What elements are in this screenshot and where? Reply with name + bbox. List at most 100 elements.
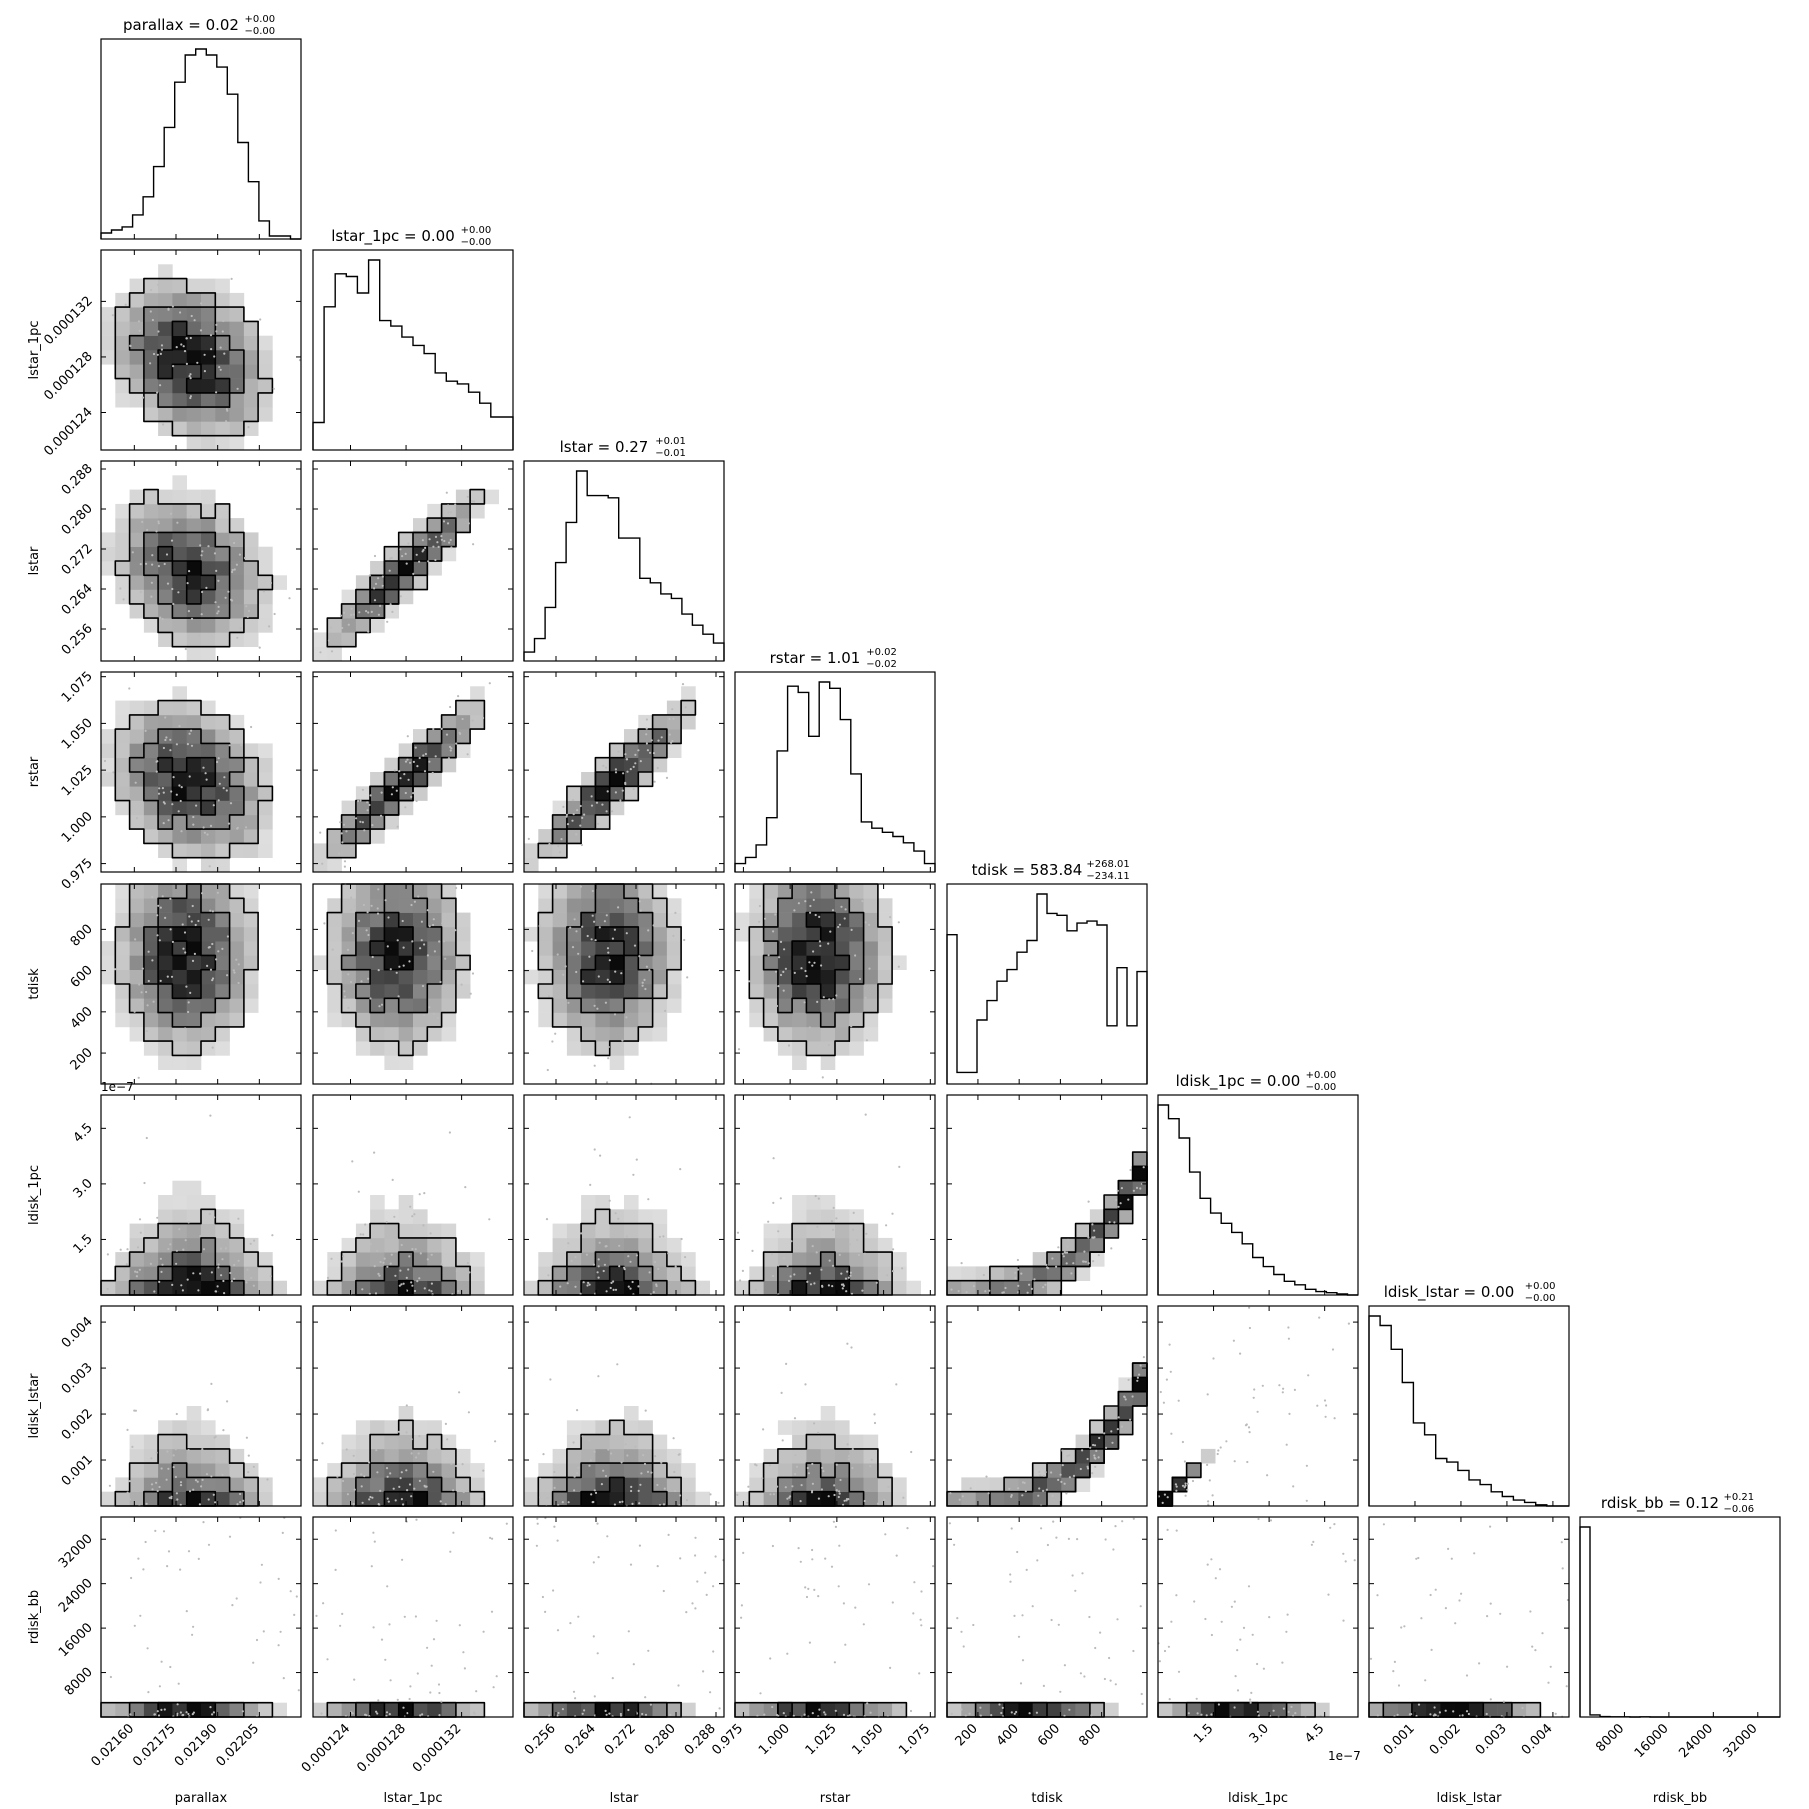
density-cell — [258, 800, 273, 816]
sample-point — [121, 793, 124, 796]
y-tick-label-tdisk: 800 — [68, 922, 96, 950]
sample-point — [1230, 1605, 1233, 1608]
sample-point — [920, 1624, 923, 1627]
density-cell — [158, 814, 173, 830]
sample-point — [1403, 1625, 1406, 1628]
density-cell — [115, 1012, 130, 1028]
contour-line — [1117, 1165, 1148, 1211]
sample-point — [1257, 1714, 1260, 1717]
density-cell — [370, 1280, 385, 1296]
density-cell — [581, 1420, 596, 1435]
sample-point — [561, 1501, 564, 1504]
sample-point — [130, 1576, 133, 1580]
density-cell — [129, 1252, 145, 1267]
density-cell — [341, 884, 357, 899]
sample-point — [1033, 1278, 1036, 1281]
density-cell — [1032, 1491, 1048, 1507]
sample-point — [806, 1466, 809, 1470]
density-cell — [341, 603, 357, 619]
sample-point — [211, 1713, 214, 1716]
sample-point — [1060, 1480, 1063, 1483]
density-cell — [975, 1491, 991, 1507]
title-ldisk_lstar: ldisk_lstar = 0.00 — [1384, 1283, 1515, 1302]
sample-point — [165, 736, 168, 739]
sample-point — [171, 1283, 174, 1286]
density-cell — [143, 772, 159, 787]
sample-point — [199, 329, 203, 332]
density-cell — [595, 984, 610, 999]
density-cell — [624, 729, 639, 744]
density-cell — [1047, 1280, 1062, 1296]
sample-point — [618, 1265, 621, 1268]
density-cell — [1089, 1252, 1105, 1267]
density-cell — [749, 912, 764, 928]
sample-point — [163, 1708, 166, 1711]
sample-point — [1262, 1667, 1265, 1670]
sample-point — [161, 787, 164, 790]
sample-point — [629, 1260, 632, 1263]
density-cell — [638, 1280, 653, 1296]
sample-point — [160, 1660, 163, 1663]
sample-point — [876, 1502, 880, 1505]
density-cell — [1286, 1702, 1302, 1718]
x-tick-label-lstar_1pc: 0.000132 — [410, 1721, 464, 1775]
density-cell — [681, 1252, 696, 1267]
scatter-panel-parallax-lstar — [100, 460, 302, 662]
density-cell — [595, 1012, 610, 1028]
sample-point — [1234, 1675, 1237, 1678]
sample-point — [811, 964, 814, 967]
x-tick-label-ldisk_1pc: 3.0 — [1247, 1721, 1272, 1746]
density-cell — [101, 729, 116, 744]
density-cell — [186, 843, 202, 858]
density-cell — [863, 926, 879, 942]
sample-point — [985, 1475, 988, 1478]
sample-point — [1142, 1166, 1145, 1169]
density-cell — [201, 307, 216, 322]
sample-point — [1010, 1527, 1013, 1530]
sample-point — [174, 1475, 177, 1479]
sample-point — [617, 750, 620, 753]
density-cell — [341, 998, 357, 1013]
density-cell — [566, 984, 582, 999]
density-cell — [566, 955, 582, 970]
sample-point — [1076, 1538, 1079, 1541]
density-cell — [327, 632, 342, 647]
density-cell — [609, 757, 625, 773]
sample-point — [819, 944, 822, 948]
density-cell — [777, 1448, 793, 1464]
density-cell — [638, 941, 653, 956]
sample-point — [184, 1027, 187, 1030]
sample-point — [225, 420, 228, 423]
density-cell — [158, 1266, 173, 1281]
density-cell — [398, 1420, 414, 1435]
density-cell — [1104, 1702, 1119, 1718]
sample-point — [181, 1714, 184, 1717]
density-cell — [243, 955, 259, 970]
sample-point — [1294, 1712, 1297, 1715]
sample-point — [1070, 1272, 1073, 1275]
density-cell — [666, 1448, 682, 1464]
sample-point — [741, 1269, 745, 1272]
sample-point — [1136, 1376, 1139, 1379]
sample-point — [151, 895, 154, 899]
density-cell — [186, 321, 202, 336]
sample-point — [217, 950, 220, 953]
density-cell — [186, 1702, 202, 1718]
sample-point — [323, 922, 326, 925]
density-cell — [186, 984, 202, 999]
sample-point — [824, 1713, 827, 1716]
y-tick-label-rdisk_bb: 32000 — [56, 1531, 96, 1571]
sample-point — [838, 1544, 841, 1547]
sample-point — [556, 1714, 559, 1717]
sample-point — [233, 1263, 236, 1267]
density-cell — [1118, 1406, 1133, 1421]
sample-point — [377, 1272, 380, 1275]
x-tick-label-ldisk_lstar: 0.004 — [1519, 1721, 1556, 1758]
density-cell — [229, 1252, 245, 1267]
sample-point — [279, 1630, 282, 1633]
density-cell — [806, 941, 821, 956]
density-cell — [877, 1491, 893, 1507]
density-cell — [172, 618, 187, 633]
histogram-panel-ldisk_lstar — [1368, 1305, 1570, 1507]
sample-point — [632, 765, 635, 769]
